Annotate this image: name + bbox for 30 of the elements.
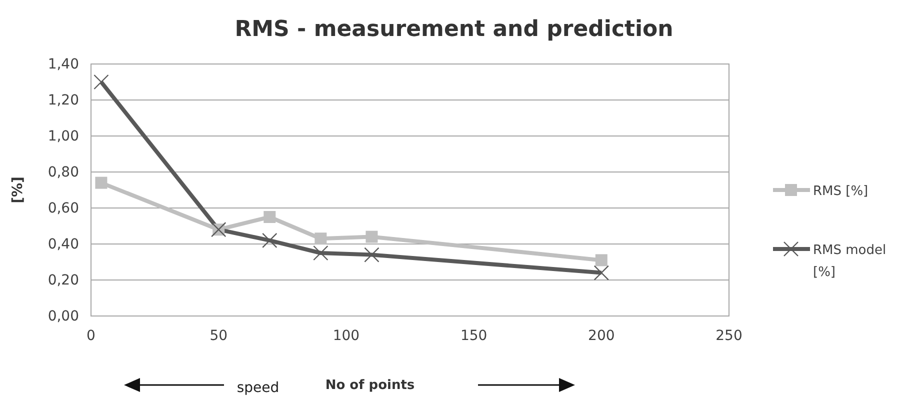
y-tick-label: 0,20 — [48, 272, 79, 288]
y-axis-title: [%] — [10, 176, 26, 204]
x-tick-label: 250 — [716, 328, 742, 344]
chart-title: RMS - measurement and prediction — [234, 17, 674, 42]
point — [262, 232, 278, 248]
x-tick-label: 200 — [588, 328, 615, 344]
point — [94, 74, 109, 90]
x-tick-label: 150 — [460, 328, 488, 344]
y-tick-label: 1,40 — [48, 56, 79, 72]
text: speed — [236, 380, 280, 396]
x-tick-label: 0 — [86, 328, 96, 344]
x-tick-label: 50 — [210, 328, 228, 344]
y-tick-label: 0,40 — [48, 236, 79, 252]
y-tick-label: 1,00 — [48, 128, 79, 144]
legend-label: RMS [%] — [813, 184, 868, 199]
point — [314, 232, 327, 245]
x-tick-label: 100 — [332, 328, 360, 344]
legend-label: RMS model [%] — [813, 243, 886, 280]
point — [594, 265, 609, 280]
point — [95, 176, 108, 189]
y-tick-label: 0,60 — [48, 200, 79, 216]
point — [313, 245, 328, 261]
y-tick-label: 0,00 — [48, 308, 79, 324]
point — [595, 254, 608, 266]
point — [366, 230, 378, 243]
point — [264, 211, 276, 223]
point — [364, 247, 380, 262]
y-tick-label: 1,20 — [48, 92, 79, 108]
x-axis-title: No of points — [325, 378, 415, 393]
y-tick-label: 0,80 — [48, 164, 79, 180]
